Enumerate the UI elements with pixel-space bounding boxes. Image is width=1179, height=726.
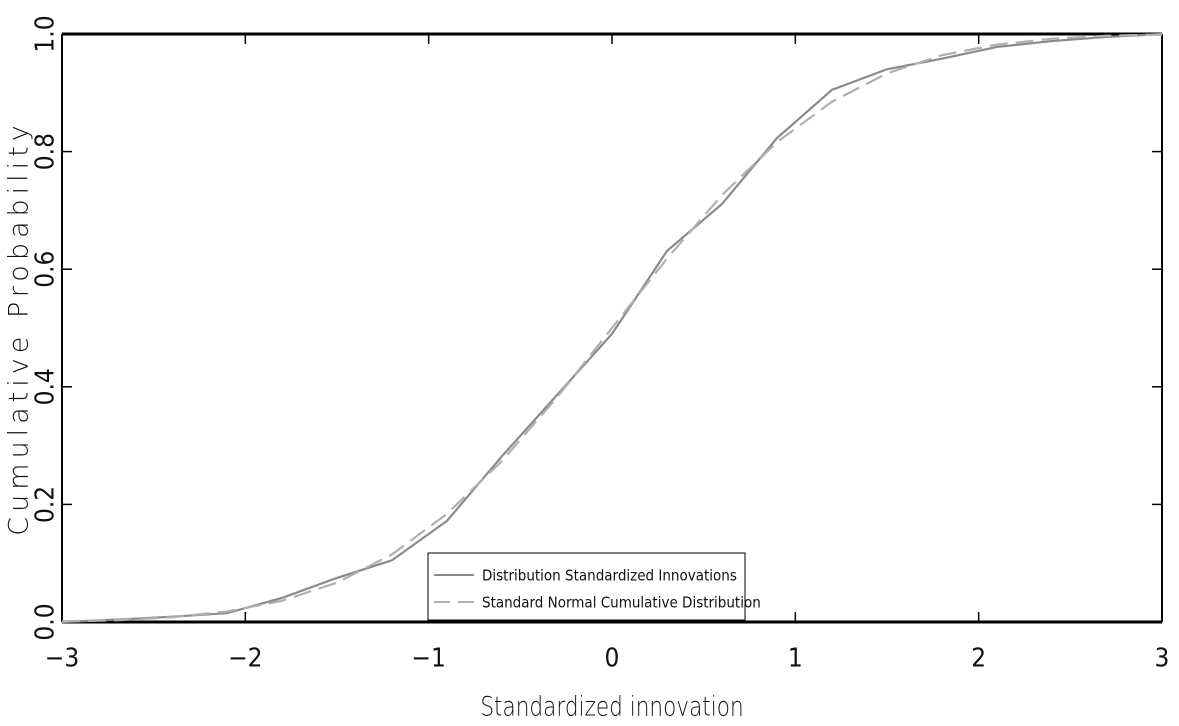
legend: Distribution Standardized Innovations Sta…: [427, 552, 761, 621]
x-tick-label: 1: [788, 644, 803, 674]
y-axis-label: Cumulative Probability: [4, 120, 35, 535]
legend-label: Distribution Standardized Innovations: [482, 567, 737, 585]
y-tick-label: 0.0: [31, 603, 61, 640]
legend-box: [427, 552, 746, 621]
x-tick-label: 2: [971, 644, 986, 674]
x-tick-label: −3: [45, 644, 79, 674]
y-tick-label: 0.6: [31, 251, 61, 288]
y-tick-label: 0.4: [31, 368, 61, 405]
x-tick-label: −1: [411, 644, 445, 674]
x-tick-label: 3: [1155, 644, 1170, 674]
legend-label: Standard Normal Cumulative Distribution: [482, 594, 761, 612]
y-tick-label: 0.2: [31, 486, 61, 523]
x-axis-label: Standardized innovation: [480, 690, 743, 722]
x-tick-label: −2: [228, 644, 262, 674]
x-tick-label: 0: [605, 644, 620, 674]
series-line: [61, 33, 1163, 623]
y-tick-label: 1.0: [31, 15, 61, 52]
y-tick-label: 0.8: [31, 133, 61, 170]
